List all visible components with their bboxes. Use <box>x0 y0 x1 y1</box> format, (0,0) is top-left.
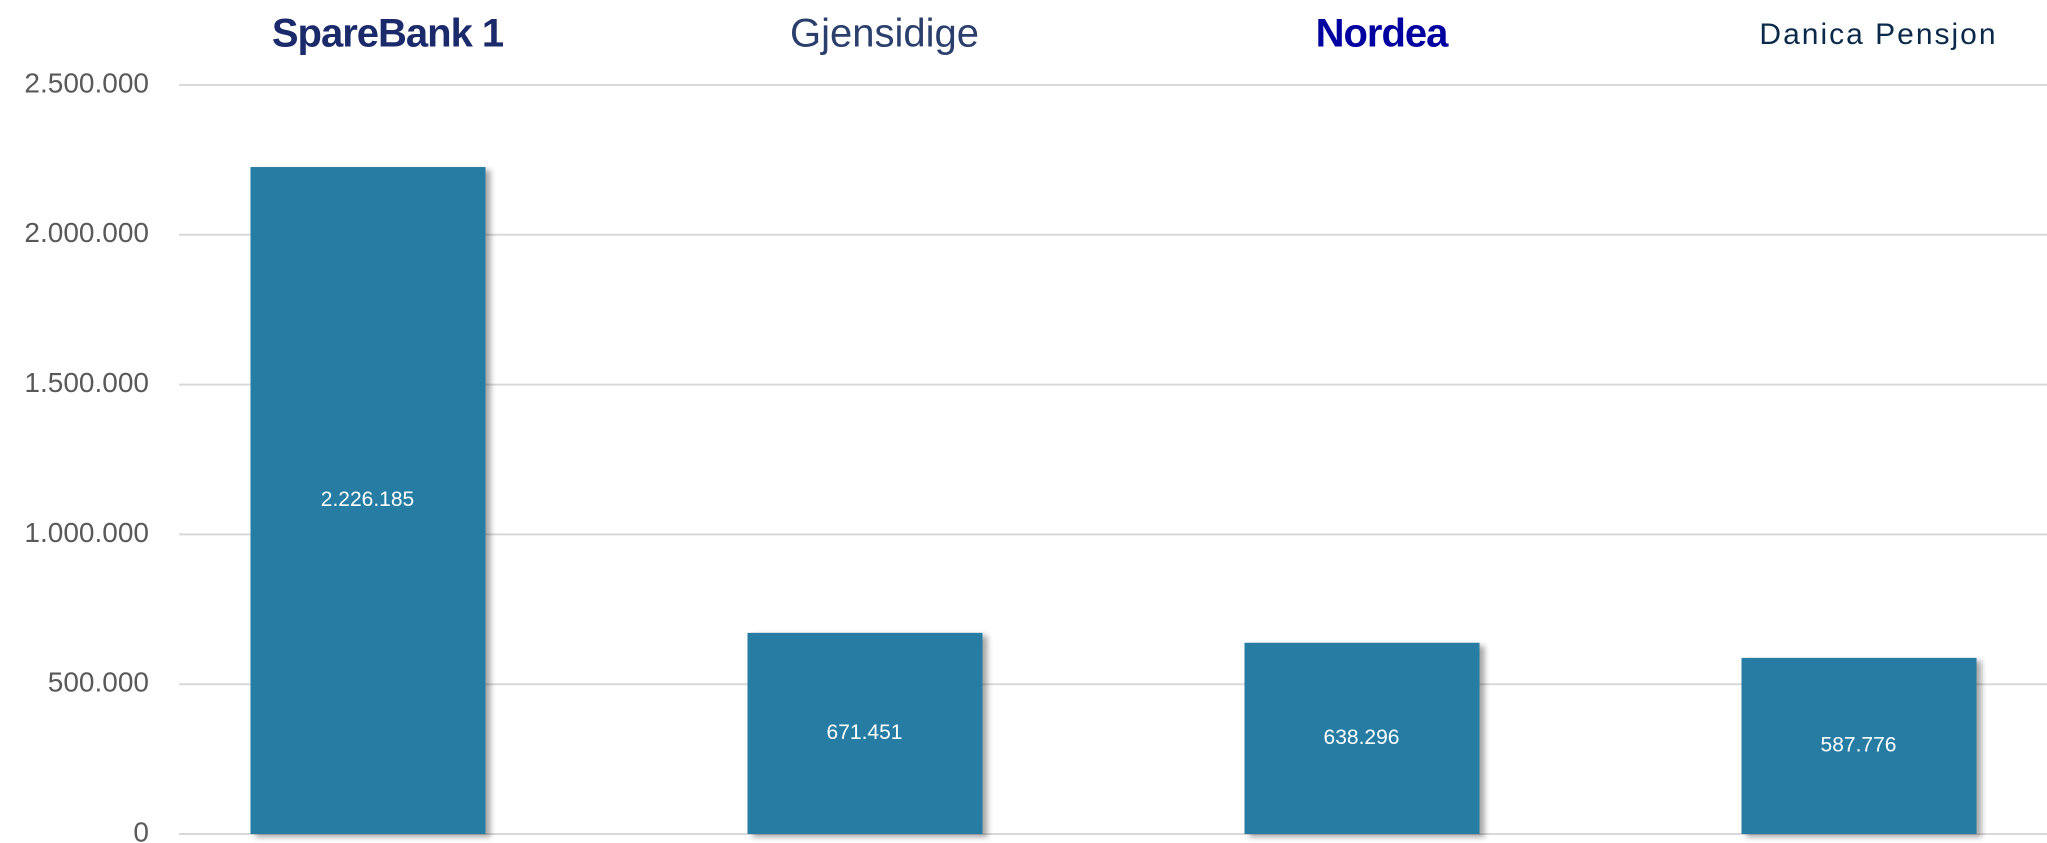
y-tick-label: 2.500.000 <box>24 67 149 98</box>
value-label: 2.226.185 <box>321 488 414 511</box>
bar <box>1244 642 1480 834</box>
category-logo: Nordea <box>1316 12 1450 56</box>
bar <box>250 167 486 834</box>
value-label: 671.451 <box>827 721 903 744</box>
category-logo: SpareBank 1 <box>272 12 504 56</box>
y-tick-label: 0 <box>133 816 149 843</box>
category-logo: Danica Pensjon <box>1759 18 1997 51</box>
y-tick-label: 1.500.000 <box>24 367 149 398</box>
bar <box>1741 657 1977 834</box>
y-tick-label: 1.000.000 <box>24 517 149 548</box>
category-logo: Gjensidige <box>790 12 979 56</box>
value-label: 587.776 <box>1821 733 1897 756</box>
y-tick-label: 500.000 <box>48 667 149 698</box>
y-tick-label: 2.000.000 <box>24 217 149 248</box>
bar <box>747 632 983 834</box>
value-label: 638.296 <box>1324 726 1400 749</box>
